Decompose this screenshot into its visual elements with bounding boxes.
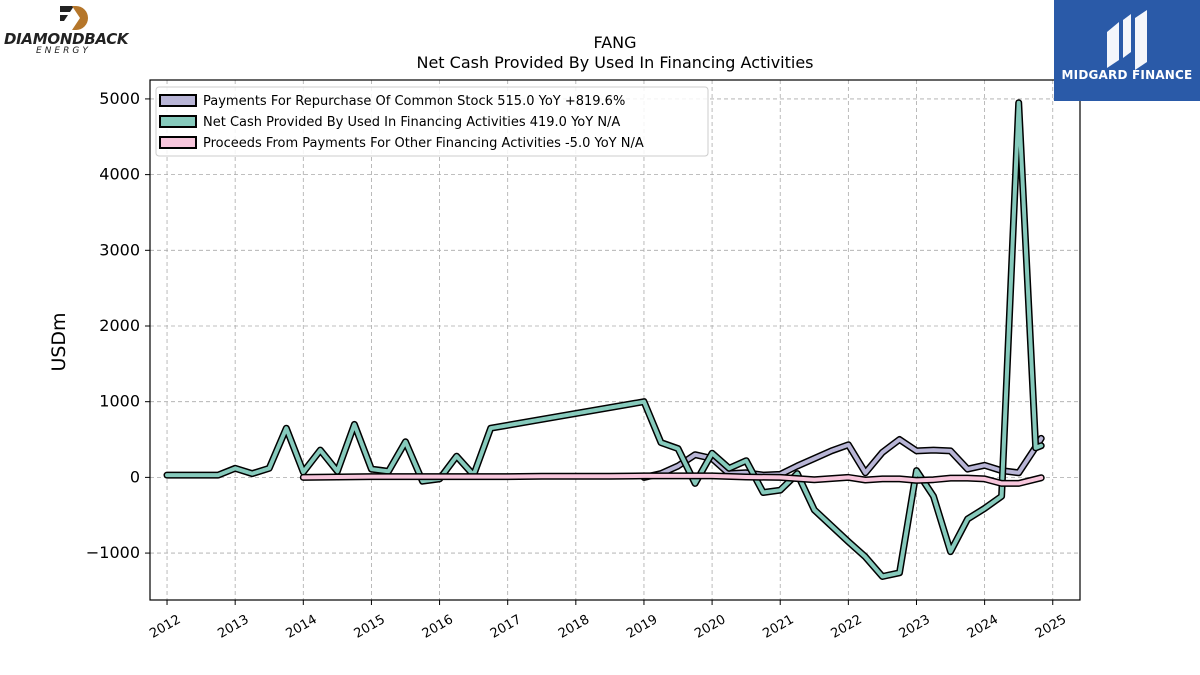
y-tick-label: −1000 xyxy=(86,543,140,562)
x-axis: 2012 2013 2014 2015 2016 2017 2018 2019 2020 2021… xyxy=(147,600,1069,642)
series-line-stroke xyxy=(301,473,1044,486)
x-tick-label: 2016 xyxy=(420,612,456,642)
legend-swatch xyxy=(159,94,197,107)
x-tick-label: 2025 xyxy=(1033,612,1069,642)
x-tick-label: 2023 xyxy=(897,612,933,642)
x-tick-label: 2019 xyxy=(624,612,660,642)
legend-box xyxy=(155,86,709,157)
diamondback-emblem-icon xyxy=(60,6,88,30)
x-tick-label: 2012 xyxy=(147,612,183,642)
x-tick-label: 2018 xyxy=(556,612,592,642)
y-tick-label: 3000 xyxy=(99,240,140,259)
legend-entry-label: Payments For Repurchase Of Common Stock … xyxy=(203,94,625,109)
midgard-finance-logo: MIDGARD FINANCE xyxy=(1054,0,1200,101)
legend-swatch xyxy=(159,115,197,128)
y-axis: −1000 0 1000 2000 3000 4000 5000 xyxy=(86,89,150,562)
x-tick-label: 2024 xyxy=(965,612,1001,642)
x-tick-label: 2020 xyxy=(692,612,728,642)
diamondback-logo-sub: ENERGY xyxy=(36,46,91,56)
midgard-finance-name: MIDGARD FINANCE xyxy=(1061,68,1193,82)
legend-entry-label: Proceeds From Payments For Other Financi… xyxy=(203,136,644,151)
series-line-3 xyxy=(299,472,1045,487)
x-tick-label: 2013 xyxy=(215,612,251,642)
y-tick-label: 0 xyxy=(130,467,140,486)
chart-subtitle: Net Cash Provided By Used In Financing A… xyxy=(416,53,813,72)
midgard-emblem-icon xyxy=(1107,10,1147,70)
y-tick-label: 5000 xyxy=(99,89,140,108)
legend-swatch xyxy=(159,136,197,149)
x-tick-label: 2021 xyxy=(760,612,796,642)
x-tick-label: 2017 xyxy=(488,612,524,642)
legend-entry-label: Net Cash Provided By Used In Financing A… xyxy=(203,115,620,130)
chart-title: FANG xyxy=(593,33,636,52)
x-tick-label: 2014 xyxy=(283,612,319,642)
series-line-2 xyxy=(163,99,1045,580)
y-tick-label: 1000 xyxy=(99,392,140,411)
diamondback-logo: DIAMONDBACK ENERGY xyxy=(4,4,144,56)
y-axis-label: USDm xyxy=(48,312,70,371)
series-layer xyxy=(163,99,1045,580)
legend: Payments For Repurchase Of Common Stock … xyxy=(155,86,709,157)
diamondback-logo-name: DIAMONDBACK xyxy=(4,30,129,48)
series-line-stroke xyxy=(165,100,1044,579)
x-tick-label: 2015 xyxy=(352,612,388,642)
y-tick-label: 2000 xyxy=(99,316,140,335)
x-tick-label: 2022 xyxy=(829,612,865,642)
y-tick-label: 4000 xyxy=(99,165,140,184)
plot-frame xyxy=(149,79,1081,601)
